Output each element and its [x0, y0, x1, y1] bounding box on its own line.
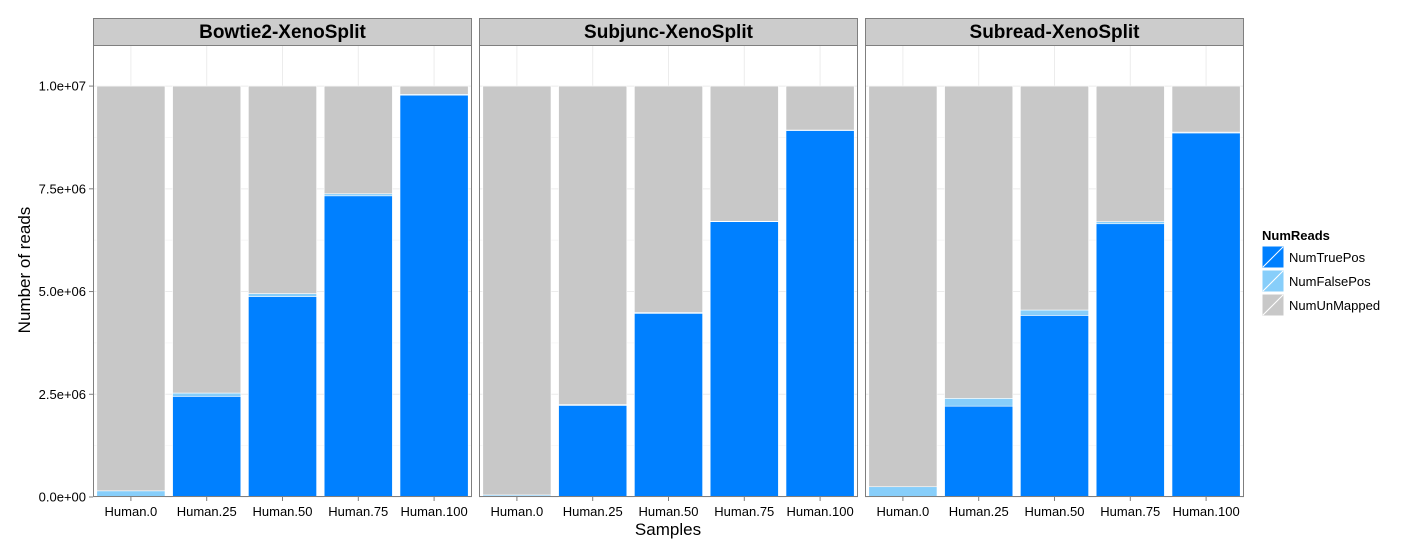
- x-tick-label: Human.25: [949, 504, 1009, 519]
- x-tick-label: Human.50: [253, 504, 313, 519]
- x-tick-label: Human.0: [491, 504, 544, 519]
- bar-segment-numtruepos: [785, 130, 855, 498]
- x-tick-label: Human.50: [639, 504, 699, 519]
- x-tick-label: Human.0: [877, 504, 930, 519]
- x-tick-label: Human.75: [1100, 504, 1160, 519]
- legend-swatch-slash: [1262, 270, 1284, 292]
- x-tick-label: Human.25: [177, 504, 237, 519]
- legend-swatch-slash: [1262, 246, 1284, 268]
- legend-label: NumFalsePos: [1289, 274, 1371, 289]
- x-tick-label: Human.100: [1172, 504, 1239, 519]
- bar-segment-numunmapped: [944, 85, 1014, 399]
- facet-strip: [479, 18, 858, 46]
- x-tick-label: Human.50: [1025, 504, 1085, 519]
- bar-segment-numunmapped: [785, 85, 855, 131]
- x-tick-label: Human.100: [786, 504, 853, 519]
- bar-segment-numtruepos: [172, 396, 242, 498]
- bar-segment-numunmapped: [558, 85, 628, 405]
- bar-segment-numfalsepos: [323, 193, 393, 197]
- bar-segment-numunmapped: [399, 85, 469, 95]
- legend-key: NumFalsePos: [1261, 269, 1371, 293]
- y-tick-label: 0.0e+00: [39, 490, 86, 505]
- y-tick-label: 2.5e+06: [39, 387, 86, 402]
- legend-title: NumReads: [1262, 228, 1330, 243]
- legend-key: NumUnMapped: [1261, 293, 1380, 317]
- y-tick-label: 1.0e+07: [39, 79, 86, 94]
- facet-strip-title: Subjunc-XenoSplit: [584, 22, 754, 43]
- bar-segment-numtruepos: [399, 94, 469, 498]
- y-tick-label: 7.5e+06: [39, 181, 86, 196]
- x-tick-label: Human.75: [714, 504, 774, 519]
- legend-label: NumUnMapped: [1289, 298, 1380, 313]
- bar-segment-numtruepos: [709, 221, 779, 498]
- facet-panel: Human.0 Human.25 Human.50 Human.75 Human.100…: [865, 18, 1244, 519]
- bar-segment-numtruepos: [1171, 132, 1241, 498]
- bar-segment-numtruepos: [634, 313, 703, 498]
- bar-segment-numtruepos: [1020, 315, 1089, 498]
- bar-segment-numunmapped: [172, 85, 242, 394]
- bar-segment-numtruepos: [323, 195, 393, 498]
- bar-segment-numtruepos: [558, 405, 628, 498]
- bar-segment-numfalsepos: [1020, 309, 1089, 316]
- y-tick-label: 5.0e+06: [39, 284, 86, 299]
- y-axis-title: Number of reads: [15, 207, 34, 334]
- facet-strip-title: Subread-XenoSplit: [970, 22, 1141, 43]
- bar-segment-numunmapped: [634, 85, 703, 313]
- bar-segment-numtruepos: [248, 296, 317, 498]
- bar-segment-numtruepos: [944, 405, 1014, 498]
- bar-segment-numunmapped: [1020, 85, 1089, 311]
- facet-strip-title: Bowtie2-XenoSplit: [199, 22, 366, 43]
- bar-segment-numfalsepos: [248, 293, 317, 297]
- x-tick-label: Human.100: [400, 504, 467, 519]
- legend-swatch-slash: [1262, 294, 1284, 316]
- bar-segment-numunmapped: [323, 85, 393, 195]
- bar-segment-numtruepos: [1095, 223, 1165, 498]
- bar-segment-numfalsepos: [1095, 221, 1165, 225]
- legend: NumReads NumTruePos NumFalsePos NumUnMapped: [1261, 228, 1380, 317]
- bar-segment-numunmapped: [1171, 85, 1241, 133]
- bar-segment-numfalsepos: [868, 486, 938, 498]
- legend-label: NumTruePos: [1289, 250, 1366, 265]
- bar-segment-numunmapped: [248, 85, 317, 294]
- bar-segment-numfalsepos: [944, 398, 1014, 407]
- y-axis: 0.0e+00 2.5e+06 5.0e+06 7.5e+06 1.0e+07: [39, 79, 93, 505]
- chart-panels: Human.0 Human.25 Human.50 Human.75 Human.100…: [93, 18, 1244, 519]
- x-tick-label: Human.25: [563, 504, 623, 519]
- bar-segment-numunmapped: [868, 85, 938, 488]
- facet-strip: [865, 18, 1244, 46]
- bar-segment-numunmapped: [709, 85, 779, 222]
- x-tick-label: Human.75: [328, 504, 388, 519]
- legend-key: NumTruePos: [1261, 245, 1366, 269]
- facet-strip: [93, 18, 472, 46]
- bar-segment-numunmapped: [96, 85, 166, 492]
- bar-segment-numfalsepos: [172, 392, 242, 397]
- facet-panel: Human.0 Human.25 Human.50 Human.75 Human.100…: [93, 18, 472, 519]
- bar-segment-numunmapped: [482, 85, 552, 496]
- bar-segment-numunmapped: [1095, 85, 1165, 222]
- facet-panel: Human.0 Human.25 Human.50 Human.75 Human.100…: [479, 18, 858, 519]
- x-tick-label: Human.0: [105, 504, 158, 519]
- x-axis-title: Samples: [635, 520, 701, 539]
